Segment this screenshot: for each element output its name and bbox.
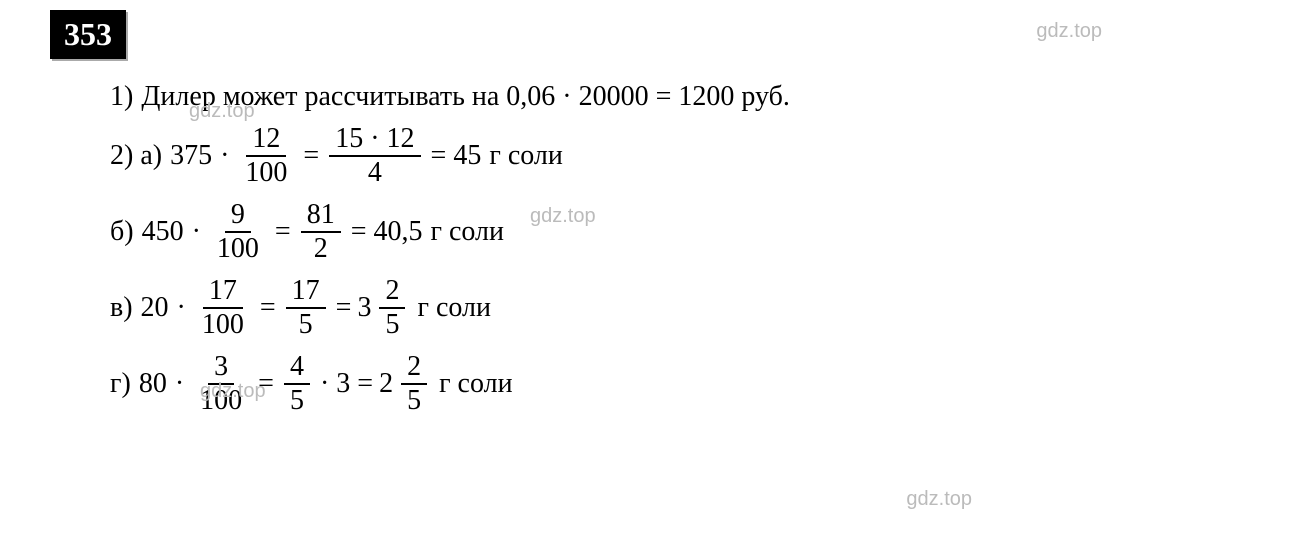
fraction: 4 5 bbox=[284, 351, 310, 417]
line2c-label: в) bbox=[110, 292, 133, 324]
equals: = bbox=[258, 368, 274, 400]
numerator: 3 bbox=[208, 351, 234, 385]
line2c-coef: 20 bbox=[141, 292, 169, 324]
numerator: 17 bbox=[286, 275, 326, 309]
numerator: 9 bbox=[225, 199, 251, 233]
document-content: 353 1) Дилер может рассчитывать на 0,06 … bbox=[0, 0, 1302, 437]
equals: = bbox=[275, 216, 291, 248]
unit: г соли bbox=[439, 368, 513, 400]
line-2d: г) 80 · 3 100 = 4 5 · 3 = 2 2 5 г соли bbox=[106, 351, 1252, 417]
line2b-coef: 450 bbox=[142, 216, 184, 248]
equals: = bbox=[260, 292, 276, 324]
fraction: 12 100 bbox=[239, 123, 293, 189]
denominator: 4 bbox=[362, 157, 388, 189]
line2b-label: б) bbox=[110, 216, 134, 248]
denominator: 5 bbox=[379, 309, 405, 341]
denominator: 2 bbox=[308, 233, 334, 265]
numerator: 17 bbox=[203, 275, 243, 309]
denominator: 100 bbox=[194, 385, 248, 417]
dot: · bbox=[192, 216, 201, 248]
whole: 3 bbox=[357, 292, 371, 324]
mixed-number: 3 2 5 bbox=[357, 275, 411, 341]
denominator: 5 bbox=[284, 385, 310, 417]
fraction: 15 · 12 4 bbox=[329, 123, 420, 189]
denominator: 5 bbox=[293, 309, 319, 341]
line-2c: в) 20 · 17 100 = 17 5 = 3 2 5 г соли bbox=[106, 275, 1252, 341]
line1-text: Дилер может рассчитывать на 0,06 · 20000… bbox=[141, 81, 790, 113]
fraction: 81 2 bbox=[301, 199, 341, 265]
dot: · bbox=[220, 140, 229, 172]
whole: 2 bbox=[379, 368, 393, 400]
numerator: 2 bbox=[379, 275, 405, 309]
denominator: 100 bbox=[196, 309, 250, 341]
fraction: 17 5 bbox=[286, 275, 326, 341]
dot: · bbox=[177, 292, 186, 324]
fraction: 9 100 bbox=[211, 199, 265, 265]
denominator: 100 bbox=[211, 233, 265, 265]
result: = 40,5 bbox=[351, 216, 423, 248]
fraction: 2 5 bbox=[379, 275, 405, 341]
unit: г соли bbox=[431, 216, 505, 248]
numerator: 12 bbox=[246, 123, 286, 157]
line2a-label: 2) а) bbox=[110, 140, 162, 172]
watermark: gdz.top bbox=[906, 488, 972, 511]
numerator: 15 · 12 bbox=[329, 123, 420, 157]
fraction: 3 100 bbox=[194, 351, 248, 417]
fraction: 2 5 bbox=[401, 351, 427, 417]
unit: г соли bbox=[417, 292, 491, 324]
equals: = bbox=[303, 140, 319, 172]
numerator: 2 bbox=[401, 351, 427, 385]
line-1: 1) Дилер может рассчитывать на 0,06 · 20… bbox=[106, 81, 1252, 113]
line-2a: 2) а) 375 · 12 100 = 15 · 12 4 = 45 г со… bbox=[106, 123, 1252, 189]
dot: · bbox=[175, 368, 184, 400]
line-2b: б) 450 · 9 100 = 81 2 = 40,5 г соли bbox=[106, 199, 1252, 265]
result: = 45 bbox=[431, 140, 482, 172]
unit: г соли bbox=[489, 140, 563, 172]
denominator: 5 bbox=[401, 385, 427, 417]
fraction: 17 100 bbox=[196, 275, 250, 341]
mixed-number: 2 2 5 bbox=[379, 351, 433, 417]
line2d-label: г) bbox=[110, 368, 131, 400]
numerator: 81 bbox=[301, 199, 341, 233]
problem-number: 353 bbox=[50, 10, 126, 59]
denominator: 100 bbox=[239, 157, 293, 189]
line1-label: 1) bbox=[110, 81, 133, 113]
equals: = bbox=[336, 292, 352, 324]
mid: · 3 = bbox=[320, 368, 373, 400]
line2a-coef: 375 bbox=[170, 140, 212, 172]
numerator: 4 bbox=[284, 351, 310, 385]
line2d-coef: 80 bbox=[139, 368, 167, 400]
